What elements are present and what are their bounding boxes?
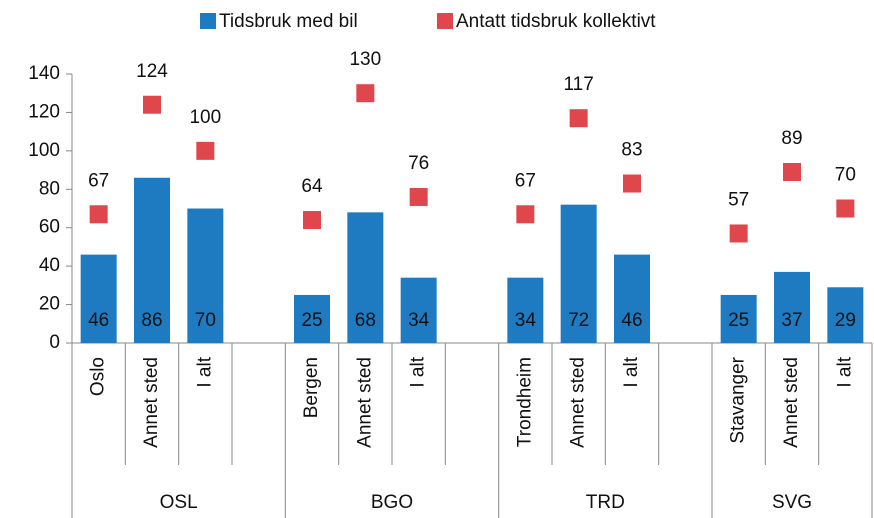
x-tick-label: I alt xyxy=(408,356,429,387)
group-label: BGO xyxy=(371,492,413,513)
y-tick-label: 120 xyxy=(28,101,60,122)
y-tick-label: 140 xyxy=(28,63,60,84)
bar xyxy=(774,271,810,343)
marker-value-label: 64 xyxy=(301,176,323,197)
bar xyxy=(187,208,224,343)
marker-value-label: 76 xyxy=(408,153,429,174)
bar-value-label: 34 xyxy=(408,310,430,331)
x-tick-label: I alt xyxy=(621,356,642,387)
bar-value-label: 72 xyxy=(568,310,589,331)
legend-label: Tidsbruk med bil xyxy=(219,11,358,32)
legend-swatch xyxy=(200,13,216,29)
bar xyxy=(720,294,757,343)
x-tick-label: Bergen xyxy=(301,357,322,418)
bar xyxy=(134,177,170,343)
y-tick-label: 100 xyxy=(28,140,60,161)
marker xyxy=(516,205,535,224)
y-tick-label: 80 xyxy=(39,178,60,199)
marker xyxy=(569,109,588,128)
marker xyxy=(623,174,641,193)
marker-value-label: 117 xyxy=(564,74,594,95)
bar-value-label: 70 xyxy=(195,310,216,331)
marker-value-label: 83 xyxy=(621,140,642,161)
x-tick-label: Annet sted xyxy=(568,357,589,448)
bar-value-label: 34 xyxy=(515,310,537,331)
marker-value-label: 67 xyxy=(515,170,536,191)
bar xyxy=(614,254,650,343)
bar-value-label: 37 xyxy=(781,310,802,331)
bar xyxy=(400,277,437,343)
marker xyxy=(783,162,801,181)
marker-value-label: 70 xyxy=(835,165,856,186)
marker-value-label: 89 xyxy=(781,128,802,149)
x-tick-label: I alt xyxy=(194,356,215,387)
bar-value-label: 86 xyxy=(141,310,162,331)
marker xyxy=(303,211,321,230)
y-tick-label: 40 xyxy=(39,255,60,276)
bar xyxy=(294,294,330,343)
marker xyxy=(143,95,161,114)
marker-value-label: 100 xyxy=(189,107,221,128)
y-tick-label: 0 xyxy=(49,332,60,353)
bar-value-label: 46 xyxy=(88,310,109,331)
x-tick-label: Trondheim xyxy=(514,357,535,447)
marker xyxy=(729,224,748,243)
bar-value-label: 25 xyxy=(301,310,322,331)
marker xyxy=(409,187,428,206)
x-tick-label: I alt xyxy=(834,356,855,387)
x-tick-label: Annet sted xyxy=(141,357,162,448)
bar xyxy=(507,277,544,343)
bar xyxy=(80,254,117,343)
legend-swatch xyxy=(437,13,453,29)
marker-value-label: 67 xyxy=(88,170,109,191)
x-tick-label: Oslo xyxy=(88,357,109,396)
marker xyxy=(196,141,215,160)
bar xyxy=(560,204,597,343)
bar-value-label: 25 xyxy=(728,310,749,331)
bar-value-label: 46 xyxy=(621,310,642,331)
marker xyxy=(89,205,108,224)
marker-value-label: 57 xyxy=(728,189,749,210)
group-label: SVG xyxy=(772,492,812,513)
group-label: TRD xyxy=(586,492,625,513)
marker-value-label: 130 xyxy=(349,49,381,70)
bar xyxy=(827,287,864,343)
group-label: OSL xyxy=(160,492,198,513)
bar-value-label: 29 xyxy=(835,310,856,331)
bar xyxy=(347,212,384,343)
marker-value-label: 124 xyxy=(136,61,168,82)
x-tick-label: Stavanger xyxy=(728,356,749,443)
x-tick-label: Annet sted xyxy=(354,357,375,448)
bar-value-label: 68 xyxy=(355,310,376,331)
y-tick-label: 20 xyxy=(39,294,60,315)
marker xyxy=(356,84,375,103)
y-tick-label: 60 xyxy=(39,217,60,238)
marker xyxy=(836,199,855,218)
legend-label: Antatt tidsbruk kollektivt xyxy=(456,11,656,32)
x-tick-label: Annet sted xyxy=(781,357,802,448)
